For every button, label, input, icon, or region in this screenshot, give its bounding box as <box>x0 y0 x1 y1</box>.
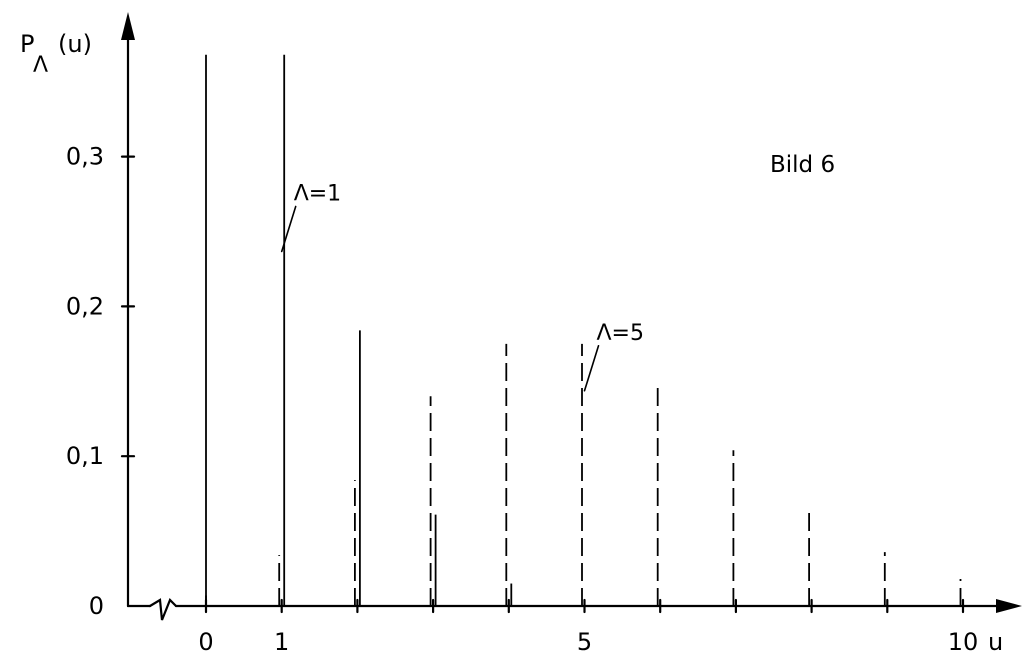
x-tick-label: 5 <box>577 628 592 656</box>
x-tick-label: 10 <box>948 628 979 656</box>
x-axis-arrow <box>996 599 1022 613</box>
x-tick-label: 1 <box>274 628 289 656</box>
chart-title: Bild 6 <box>770 152 835 178</box>
axes <box>120 12 1022 621</box>
annotation-label: Λ=1 <box>294 181 341 206</box>
x-tick-label: 0 <box>198 628 213 656</box>
y-axis-label-sub: Λ <box>33 53 48 78</box>
chart-labels: 0 0,1 0,2 0,3 0 1 5 10 Λ=1 Λ=5 Bild 6 PΛ (u) u <box>20 30 1003 656</box>
y-axis-arrow <box>121 12 135 40</box>
x-axis-label: u <box>988 628 1003 656</box>
x-axis-break-mark <box>148 598 178 621</box>
y-tick-label: 0 <box>89 592 104 620</box>
chart-bars <box>205 54 962 606</box>
annotation-leader <box>583 344 600 392</box>
y-tick-label: 0,2 <box>66 292 104 320</box>
annotation-leader <box>280 205 297 253</box>
y-axis-label-main: P <box>20 30 34 58</box>
y-axis-label-arg: (u) <box>58 30 92 58</box>
y-tick-label: 0,3 <box>66 143 104 171</box>
y-tick-label: 0,1 <box>66 442 104 470</box>
annotation-label: Λ=5 <box>597 321 644 346</box>
